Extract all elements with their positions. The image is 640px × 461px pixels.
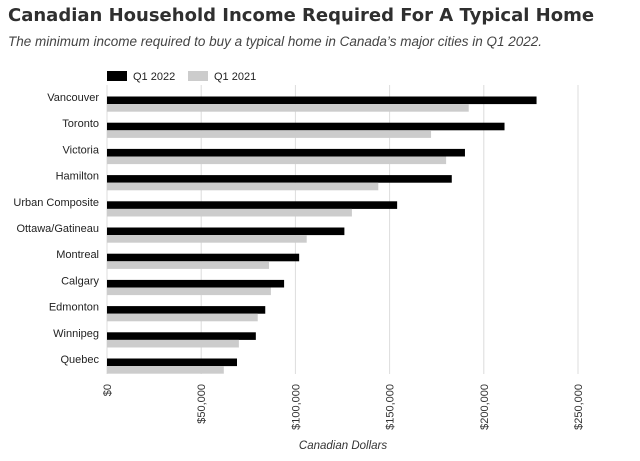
category-label: Edmonton — [49, 302, 99, 314]
bar-q1-2021 — [107, 130, 432, 138]
legend-label: Q1 2021 — [214, 71, 256, 83]
x-tick-labels: $0 $50,000 $100,000 $150,000 $200,000 $250,00… — [102, 384, 585, 430]
bar-q1-2022 — [107, 253, 300, 262]
category-label: Toronto — [62, 118, 99, 130]
bar-q1-2021 — [107, 313, 258, 322]
category-label: Calgary — [61, 275, 99, 287]
bar-q1-2021 — [107, 261, 270, 269]
bar-q1-2021 — [107, 208, 352, 217]
category-labels: Vancouver Toronto Victoria Hamilton Urban Co… — [13, 92, 99, 366]
category-label: Hamilton — [56, 171, 99, 183]
category-label: Quebec — [60, 354, 99, 366]
x-tick-label: $50,000 — [196, 384, 208, 424]
x-tick-label: $100,000 — [290, 384, 302, 430]
category-label: Montreal — [56, 249, 99, 261]
legend: Q1 2022 Q1 2021 — [107, 71, 256, 83]
bar-q1-2022 — [107, 175, 452, 183]
bar-q1-2022 — [107, 306, 266, 314]
bar-q1-2021 — [107, 287, 271, 296]
bar-q1-2022 — [107, 201, 398, 209]
x-tick-label: $0 — [102, 384, 114, 396]
x-axis-label: Canadian Dollars — [299, 440, 387, 452]
bars — [107, 96, 537, 374]
bar-q1-2021 — [107, 104, 469, 112]
bar-q1-2022 — [107, 358, 237, 367]
chart-subtitle: The minimum income required to buy a typ… — [8, 34, 543, 49]
category-label: Vancouver — [47, 92, 99, 104]
bar-q1-2022 — [107, 227, 345, 236]
x-tick-label: $200,000 — [479, 384, 491, 430]
bar-q1-2022 — [107, 148, 465, 157]
bar-q1-2021 — [107, 366, 224, 374]
bar-q1-2022 — [107, 279, 285, 288]
legend-swatch — [107, 71, 127, 81]
x-tick-label: $250,000 — [573, 384, 585, 430]
category-label: Victoria — [63, 144, 100, 156]
bar-q1-2021 — [107, 156, 447, 165]
bar-q1-2022 — [107, 332, 256, 340]
bar-q1-2021 — [107, 235, 307, 243]
bar-q1-2021 — [107, 182, 379, 191]
chart-title: Canadian Household Income Required For A… — [8, 5, 595, 26]
bar-q1-2021 — [107, 339, 239, 348]
bar-q1-2022 — [107, 122, 505, 131]
category-label: Winnipeg — [53, 328, 99, 340]
category-label: Ottawa/Gatineau — [16, 223, 99, 235]
category-label: Urban Composite — [13, 197, 99, 209]
x-tick-label: $150,000 — [385, 384, 397, 430]
legend-label: Q1 2022 — [133, 71, 175, 83]
legend-swatch — [188, 71, 208, 81]
bar-q1-2022 — [107, 96, 537, 105]
